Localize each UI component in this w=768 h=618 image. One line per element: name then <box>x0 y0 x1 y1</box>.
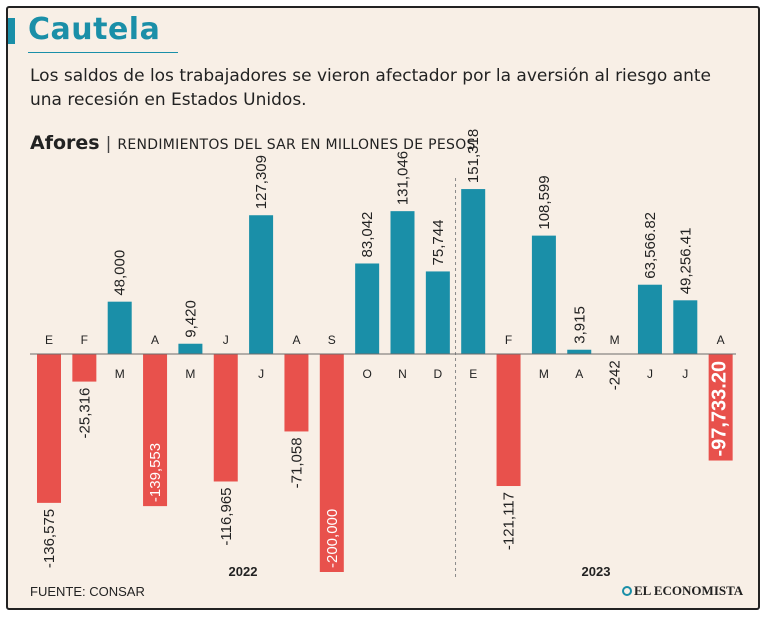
value-label: -136,575 <box>41 509 58 568</box>
bar-4 <box>143 354 168 507</box>
chart-header-separator: | <box>105 134 112 154</box>
chart-header-bold: Afores <box>30 132 100 154</box>
category-label: M <box>610 333 620 347</box>
value-label: 83,042 <box>359 212 376 258</box>
value-label: -116,965 <box>218 487 235 545</box>
category-label: A <box>292 333 300 347</box>
bar-9 <box>319 354 344 572</box>
title-accent-bar <box>8 18 15 44</box>
value-label: 151,318 <box>465 129 482 183</box>
bar-8 <box>284 354 309 432</box>
category-label: J <box>223 333 229 347</box>
brand-name: EL ECONOMISTA <box>634 583 744 598</box>
value-label: 3,915 <box>571 306 588 344</box>
bar-2 <box>72 354 97 382</box>
bar-10 <box>355 263 380 354</box>
category-label: S <box>328 333 336 347</box>
bar-5 <box>178 343 203 354</box>
value-label: 9,420 <box>182 300 199 338</box>
category-label: M <box>539 367 549 381</box>
value-label: 49,256.41 <box>677 228 694 295</box>
category-label: M <box>185 367 195 381</box>
value-label: -242 <box>607 360 624 390</box>
bar-20 <box>708 354 733 461</box>
category-label: J <box>258 367 264 381</box>
value-label: -71,058 <box>288 437 305 488</box>
brand-icon <box>622 586 632 596</box>
bar-11 <box>390 211 415 354</box>
value-label: 127,309 <box>253 155 270 209</box>
value-label: -200,000 <box>324 509 341 568</box>
chart-header: Afores | RENDIMIENTOS DEL SAR EN MILLONES … <box>30 132 476 154</box>
category-label: O <box>362 367 371 381</box>
bar-14 <box>496 354 521 487</box>
category-label: A <box>717 333 725 347</box>
bar-12 <box>425 271 450 354</box>
category-label: A <box>575 367 583 381</box>
bar-16 <box>567 349 592 354</box>
category-label: D <box>434 367 443 381</box>
category-label: J <box>682 367 688 381</box>
category-label: N <box>398 367 407 381</box>
bar-19 <box>673 300 698 354</box>
bar-1 <box>37 354 61 503</box>
bar-7 <box>249 215 274 354</box>
bar-13 <box>461 189 486 354</box>
value-label: -139,553 <box>147 443 164 502</box>
category-label: M <box>115 367 125 381</box>
value-label: 63,566.82 <box>642 212 659 279</box>
bar-15 <box>531 235 556 354</box>
category-label: J <box>647 367 653 381</box>
bar-6 <box>213 354 238 482</box>
category-label: E <box>45 333 53 347</box>
infographic-title: Cautela <box>28 12 161 47</box>
brand-logo: EL ECONOMISTA <box>622 583 743 599</box>
value-label: 131,046 <box>395 151 412 205</box>
bar-3 <box>107 301 132 354</box>
category-label: E <box>469 367 477 381</box>
value-label: 75,744 <box>430 220 447 266</box>
category-label: A <box>151 333 159 347</box>
value-label: -25,316 <box>76 388 93 439</box>
chart-header-label: RENDIMIENTOS DEL SAR EN MILLONES DE PESO… <box>117 137 476 153</box>
value-label: 108,599 <box>536 175 553 229</box>
value-label: -121,117 <box>501 492 518 550</box>
year-label: 2023 <box>582 564 611 579</box>
value-label: 48,000 <box>112 250 129 296</box>
source-note: FUENTE: CONSAR <box>30 584 145 599</box>
category-label: F <box>505 333 512 347</box>
category-label: F <box>81 333 88 347</box>
value-label: -97,733.20 <box>709 361 731 457</box>
year-label: 2022 <box>229 564 258 579</box>
bar-18 <box>637 284 662 354</box>
infographic-subtitle: Los saldos de los trabajadores se vieron… <box>30 66 712 110</box>
title-underline <box>28 52 178 53</box>
